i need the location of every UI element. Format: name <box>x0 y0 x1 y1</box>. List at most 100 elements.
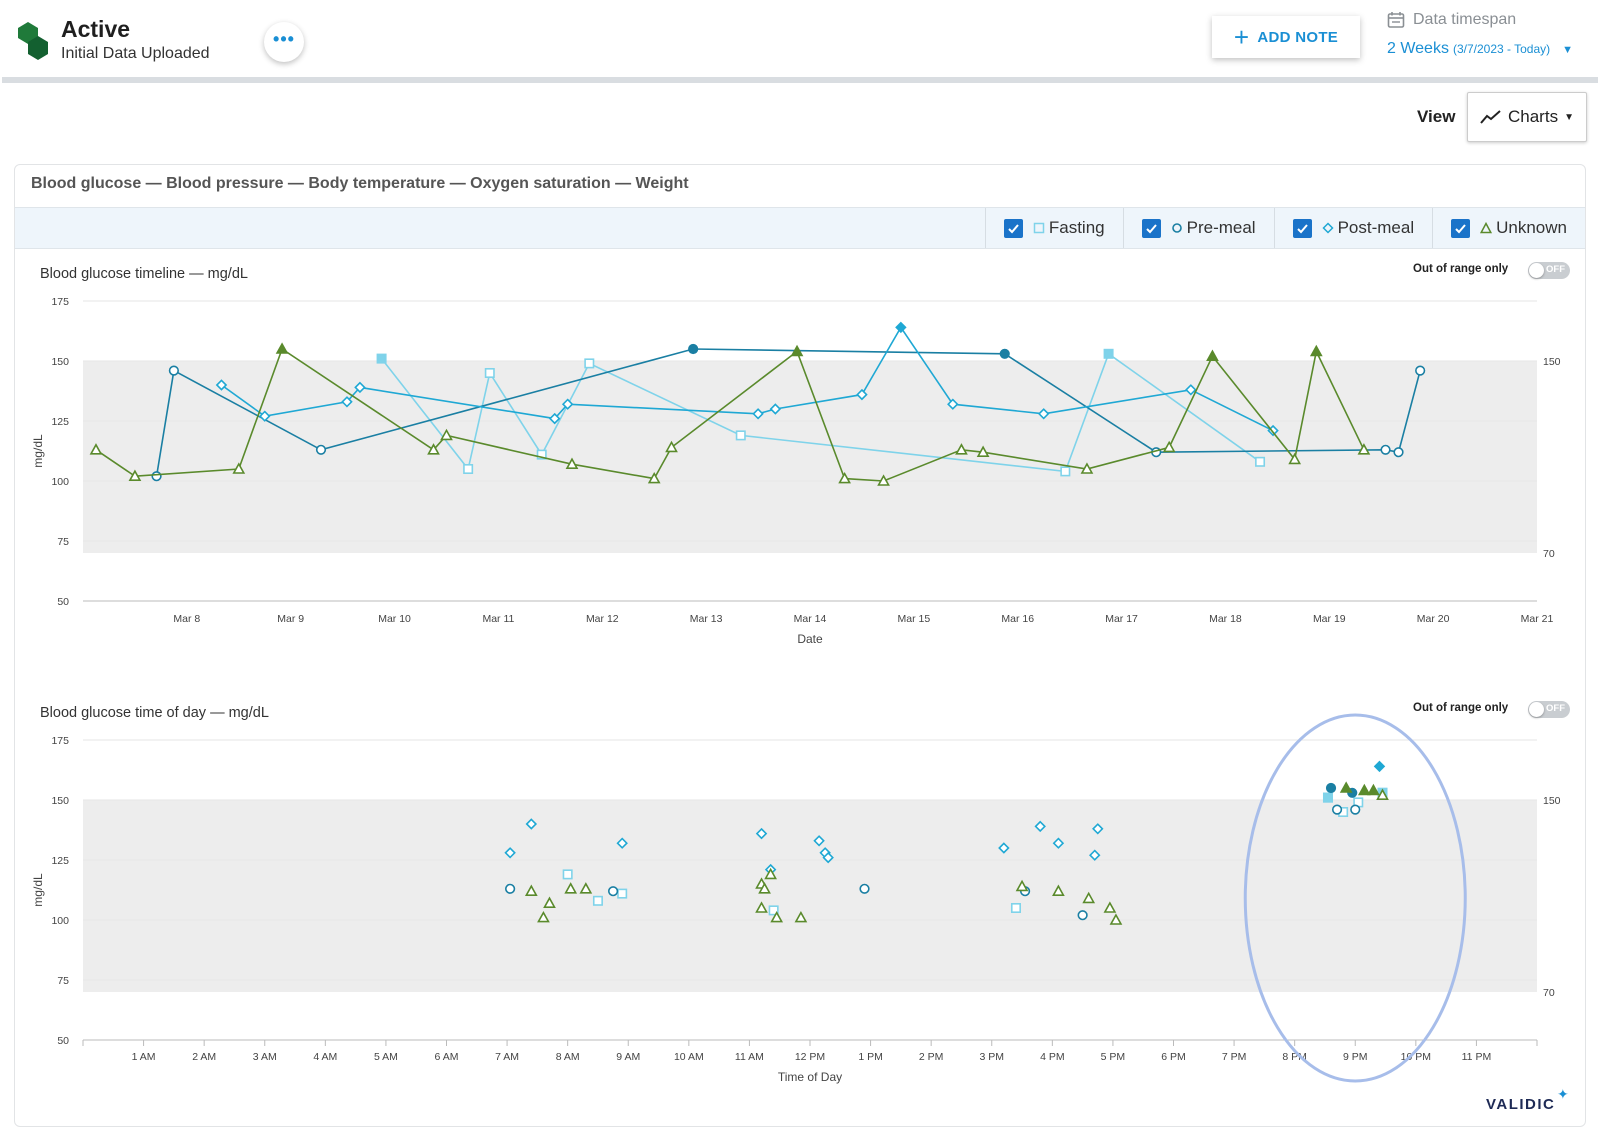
checkbox-pre-meal[interactable] <box>1141 218 1161 238</box>
data-point-pre_meal <box>1325 782 1337 794</box>
legend-item-pre-meal[interactable]: Pre-meal <box>1122 208 1274 248</box>
data-timespan-label: Data timespan <box>1387 11 1516 29</box>
data-point-post_meal <box>998 842 1010 854</box>
data-point-post_meal <box>822 851 834 864</box>
data-point-unknown <box>755 901 768 913</box>
y-tick-label: 75 <box>57 536 69 548</box>
range-lower-label: 70 <box>1543 548 1555 560</box>
y-tick-label: 75 <box>57 975 69 987</box>
data-point-pre_meal <box>168 365 179 376</box>
view-dropdown[interactable]: Charts ▼ <box>1467 92 1587 142</box>
more-icon: ••• <box>273 29 295 49</box>
data-point-unknown <box>579 882 593 894</box>
legend-item-fasting[interactable]: Fasting <box>984 208 1123 248</box>
timespan-dropdown[interactable]: 2 Weeks (3/7/2023 - Today) ▼ <box>1387 40 1573 58</box>
series-line-unknown <box>95 347 1365 482</box>
toggle-off-label: OFF <box>1546 264 1565 275</box>
checkbox-post-meal[interactable] <box>1292 218 1312 238</box>
data-point-unknown <box>1109 913 1123 925</box>
legend-label-fasting: Fasting <box>1048 218 1105 237</box>
data-point-pre_meal <box>151 471 162 482</box>
x-tick-label: Mar 14 <box>794 613 827 625</box>
x-tick-label: 4 PM <box>1040 1051 1065 1063</box>
legend-item-unknown[interactable]: Unknown <box>1432 208 1585 248</box>
data-point-post_meal <box>947 398 959 410</box>
y-tick-label: 175 <box>51 296 69 308</box>
data-point-unknown <box>976 445 990 458</box>
x-tick-label: Mar 21 <box>1521 613 1554 625</box>
data-point-unknown <box>1367 783 1380 796</box>
x-tick-label: 9 AM <box>616 1051 640 1063</box>
checkbox-fasting[interactable] <box>1003 218 1023 238</box>
data-point-unknown <box>564 882 578 894</box>
data-point-unknown <box>1162 440 1176 453</box>
data-point-fasting <box>617 888 628 899</box>
legend-item-post-meal[interactable]: Post-meal <box>1273 208 1433 248</box>
data-point-post_meal <box>1185 384 1197 396</box>
data-point-pre_meal <box>315 444 327 455</box>
top-header: Active Initial Data Uploaded ••• + ADD N… <box>0 0 1600 80</box>
data-point-unknown <box>1376 788 1389 801</box>
data-point-unknown <box>89 443 103 455</box>
x-tick-label: 7 AM <box>495 1051 519 1063</box>
x-tick-label: Mar 9 <box>277 613 304 625</box>
time-of-day-out-of-range-toggle[interactable]: OFF <box>1528 701 1570 718</box>
x-axis-label: Time of Day <box>778 1070 842 1084</box>
timeline-out-of-range-label: Out of range only <box>1413 263 1509 275</box>
add-note-button[interactable]: + ADD NOTE <box>1212 16 1360 58</box>
data-point-fasting <box>463 463 474 474</box>
sparkle-icon: ✦ <box>1557 1086 1569 1102</box>
x-tick-label: Mar 16 <box>1001 613 1034 625</box>
y-tick-label: 125 <box>51 416 69 428</box>
x-tick-label: Mar 13 <box>690 613 723 625</box>
data-point-post_meal <box>504 847 516 859</box>
data-point-pre_meal <box>1350 804 1361 815</box>
data-point-pre_meal <box>1415 365 1426 376</box>
data-point-fasting <box>1010 902 1021 913</box>
toggle-off-label: OFF <box>1546 703 1565 714</box>
data-point-post_meal <box>341 396 353 408</box>
time-of-day-out-of-range-label: Out of range only <box>1413 702 1509 714</box>
data-point-pre_meal <box>1393 447 1404 458</box>
data-point-unknown <box>537 910 550 923</box>
plus-icon: + <box>1233 22 1250 52</box>
toggle-knob <box>1529 263 1544 278</box>
data-point-unknown <box>955 443 968 455</box>
data-point-pre_meal <box>1380 444 1391 455</box>
data-point-pre_meal <box>999 348 1010 359</box>
timespan-value: 2 Weeks <box>1387 40 1449 57</box>
data-point-post_meal <box>1373 760 1386 773</box>
data-point-post_meal <box>1092 823 1104 835</box>
data-point-post_meal <box>548 412 561 425</box>
y-tick-label: 150 <box>51 356 69 368</box>
x-tick-label: 9 PM <box>1343 1051 1368 1063</box>
legend-label-pre-meal: Pre-meal <box>1186 218 1256 237</box>
caret-down-icon: ▼ <box>1564 111 1574 123</box>
data-point-fasting <box>1060 466 1071 477</box>
x-tick-label: 8 AM <box>556 1051 580 1063</box>
y-tick-label: 50 <box>57 1035 69 1047</box>
x-tick-label: Mar 18 <box>1209 613 1242 625</box>
y-tick-label: 100 <box>51 915 69 927</box>
checkbox-unknown[interactable] <box>1451 218 1471 238</box>
data-point-fasting <box>1103 348 1114 359</box>
timeline-out-of-range-toggle[interactable]: OFF <box>1528 262 1570 279</box>
data-point-unknown <box>1206 349 1219 362</box>
timespan-range: (3/7/2023 - Today) <box>1452 42 1551 56</box>
data-point-unknown <box>877 474 890 486</box>
header-divider <box>2 77 1598 83</box>
y-tick-label: 125 <box>51 855 69 867</box>
more-options-button[interactable]: ••• <box>264 22 304 62</box>
data-point-post_meal <box>895 321 907 334</box>
data-point-post_meal <box>769 403 782 415</box>
data-point-post_meal <box>752 408 764 420</box>
data-point-unknown <box>128 469 142 482</box>
x-tick-label: 3 AM <box>253 1051 277 1063</box>
data-point-post_meal <box>755 827 768 840</box>
y-axis-label: mg/dL <box>31 434 45 468</box>
data-point-unknown <box>232 462 246 474</box>
y-tick-label: 100 <box>51 476 69 488</box>
x-tick-label: 12 PM <box>795 1051 825 1063</box>
x-tick-label: 11 AM <box>735 1051 764 1063</box>
